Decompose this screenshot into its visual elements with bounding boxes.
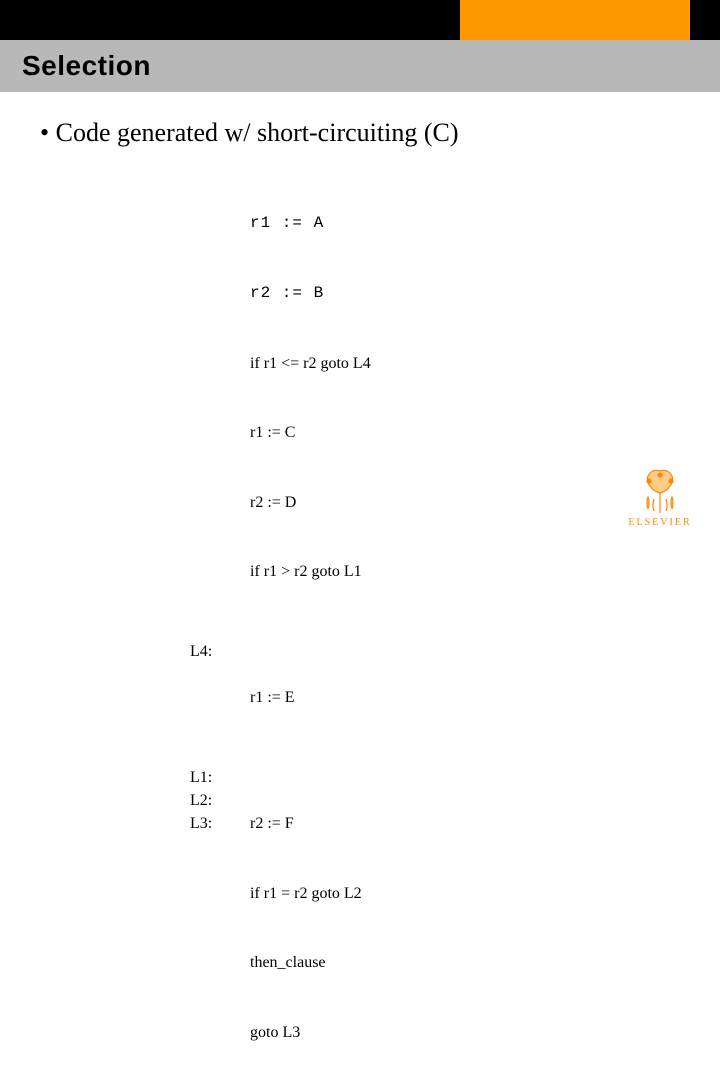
code-line: if r1 = r2 goto L2 [250, 882, 680, 905]
code-line: r2 := F [250, 812, 680, 835]
code-block: r1 := A r2 := B if r1 <= r2 goto L4 r1 :… [190, 166, 680, 1080]
slide-title: Selection [22, 50, 151, 82]
code-label: L2: [190, 789, 250, 812]
content-area: • Code generated w/ short-circuiting (C)… [0, 92, 720, 1080]
title-bar: Selection [0, 40, 720, 92]
elsevier-logo-text: ELSEVIER [620, 517, 700, 528]
code-row: r1 := A r2 := B if r1 <= r2 goto L4 r1 :… [190, 166, 680, 630]
code-label-col: L1: L2: L3: [190, 766, 250, 1080]
code-lines: r1 := E [250, 640, 680, 756]
code-line: then_clause [250, 951, 680, 974]
code-row: L4: r1 := E [190, 640, 680, 756]
code-line: r2 := B [250, 282, 680, 305]
code-lines: r1 := A r2 := B if r1 <= r2 goto L4 r1 :… [250, 166, 680, 630]
top-orange-box [460, 0, 690, 40]
code-line: if r1 > r2 goto L1 [250, 560, 680, 583]
code-row: L1: L2: L3: r2 := F if r1 = r2 goto L2 t… [190, 766, 680, 1080]
code-line: r1 := E [250, 686, 680, 709]
code-line: r1 := A [250, 212, 680, 235]
code-line: if r1 <= r2 goto L4 [250, 352, 680, 375]
code-label: L1: [190, 766, 250, 789]
code-lines: r2 := F if r1 = r2 goto L2 then_clause g… [250, 766, 680, 1080]
code-line: r1 := C [250, 421, 680, 444]
code-label: L4: [190, 640, 250, 756]
code-line: r2 := D [250, 491, 680, 514]
code-label: L3: [190, 812, 250, 835]
code-line: goto L3 [250, 1021, 680, 1044]
bullet-text: • Code generated w/ short-circuiting (C) [40, 118, 680, 148]
code-label [190, 166, 250, 630]
elsevier-tree-icon [634, 463, 686, 515]
elsevier-logo: ELSEVIER [620, 463, 700, 528]
